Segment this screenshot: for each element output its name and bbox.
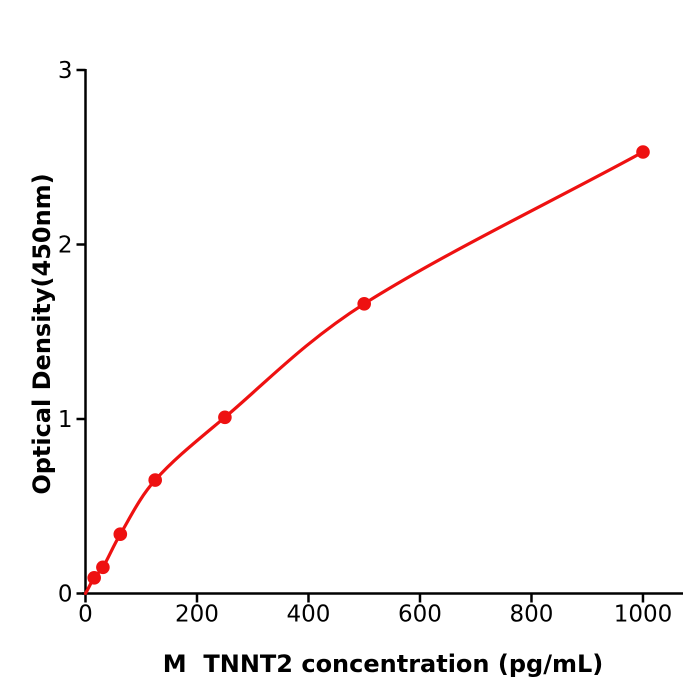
- x-axis-ticks: 0 200 400 600 800 1000: [78, 593, 673, 628]
- data-point-marker: [636, 145, 650, 159]
- data-point-marker: [218, 410, 232, 425]
- data-point-marker: [87, 571, 101, 585]
- x-tick-label: 1000: [614, 602, 673, 628]
- y-axis-ticks: 0 1 2 3: [58, 58, 86, 608]
- x-tick-label: 400: [287, 602, 331, 628]
- data-point-marker: [96, 560, 110, 575]
- y-tick-label: 1: [58, 407, 73, 433]
- y-tick-label: 3: [58, 58, 73, 84]
- x-tick-label: 200: [175, 602, 219, 628]
- axes: [82, 69, 683, 595]
- y-axis-title: Optical Density(450nm): [28, 173, 56, 495]
- data-point-marker: [113, 527, 128, 541]
- y-tick-label: 0: [58, 582, 73, 608]
- x-tick-label: 800: [510, 602, 554, 628]
- x-axis-title: M TNNT2 concentration (pg/mL): [162, 650, 604, 678]
- data-point-marker: [148, 473, 162, 487]
- x-tick-label: 0: [78, 602, 93, 628]
- data-point-marker: [357, 297, 372, 311]
- data-points: [87, 145, 650, 585]
- y-tick-label: 2: [58, 233, 73, 259]
- fit-curve-path: [83, 150, 645, 596]
- x-tick-label: 600: [398, 602, 442, 628]
- fit-curve: [83, 150, 645, 596]
